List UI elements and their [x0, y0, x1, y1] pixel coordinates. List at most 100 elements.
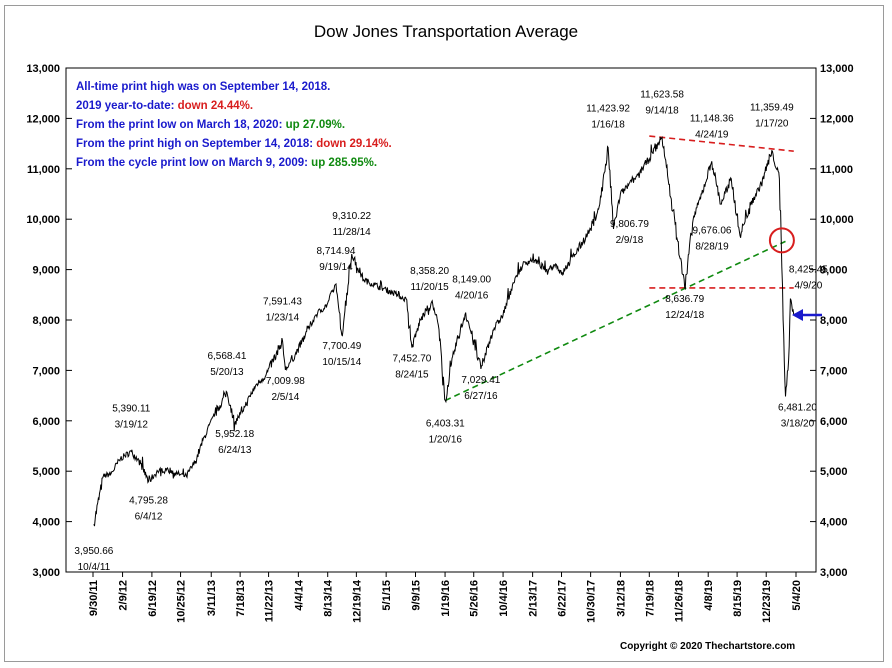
annotation-date: 8/28/19: [695, 242, 729, 253]
x-tick-label: 2/13/17: [528, 580, 540, 617]
x-tick-label: 10/30/17: [586, 580, 598, 623]
note-part: down 29.14%.: [313, 138, 392, 150]
y-tick-label-left: 8,000: [32, 315, 60, 327]
annotation-value: 9,676.06: [693, 226, 732, 237]
x-tick-label: 2/9/12: [118, 580, 130, 611]
note-part: down 24.44%.: [174, 100, 253, 112]
y-tick-label-left: 4,000: [32, 517, 60, 529]
arrow-head: [792, 308, 803, 321]
annotation-date: 4/24/19: [695, 129, 729, 140]
y-tick-label-left: 11,000: [27, 164, 60, 176]
annotation-date: 10/15/14: [322, 357, 361, 368]
note-line: From the cycle print low on March 9, 200…: [76, 157, 377, 169]
note-line: All-time print high was on September 14,…: [76, 81, 330, 93]
annotation-value: 5,952.18: [215, 429, 254, 440]
x-tick-label: 6/22/17: [557, 580, 569, 617]
x-tick-label: 3/12/18: [615, 580, 627, 617]
annotation-value: 6,568.41: [207, 351, 246, 362]
note-part: From the cycle print low on March 9, 200…: [76, 157, 308, 169]
annotation-date: 1/16/18: [591, 119, 625, 130]
annotation-date: 1/20/16: [429, 434, 463, 445]
annotation-value: 11,623.58: [640, 89, 684, 100]
chart-title: Dow Jones Transportation Average: [313, 22, 579, 41]
y-tick-label-right: 5,000: [820, 466, 848, 478]
x-tick-label: 1/19/16: [440, 580, 452, 617]
annotation-value: 4,795.28: [129, 496, 168, 507]
note-line: From the print low on March 18, 2020: up…: [76, 119, 345, 131]
annotation-value: 8,149.00: [452, 274, 491, 285]
y-tick-label-right: 8,000: [820, 315, 848, 327]
x-tick-label: 6/19/12: [147, 580, 159, 617]
annotation-value: 8,714.94: [317, 246, 356, 257]
y-tick-label-right: 10,000: [820, 214, 854, 226]
x-tick-label: 4/4/14: [293, 579, 305, 610]
annotation-value: 3,950.66: [74, 546, 113, 557]
note-line: From the print high on September 14, 201…: [76, 138, 392, 150]
x-tick-label: 7/18/13: [235, 580, 247, 617]
y-tick-label-right: 7,000: [820, 365, 848, 377]
annotation-date: 3/19/12: [115, 420, 149, 431]
annotation-value: 7,700.49: [322, 341, 361, 352]
x-tick-label: 9/30/11: [88, 580, 100, 616]
y-tick-label-left: 7,000: [32, 365, 60, 377]
note-part: From the print high on September 14, 201…: [76, 138, 313, 150]
y-tick-label-left: 12,000: [26, 113, 60, 125]
y-tick-label-right: 11,000: [820, 164, 853, 176]
price-line: [93, 136, 795, 527]
y-axis-left: 3,000 4,000 5,000 6,000 7,000 8,000 9,000 10,00…: [26, 63, 72, 579]
x-tick-label: 5/4/20: [791, 580, 803, 611]
annotation-date: 1/23/14: [266, 313, 300, 324]
annotation-date: 12/24/18: [665, 310, 704, 321]
copyright: Copyright © 2020 Thechartstore.com: [620, 641, 796, 652]
x-tick-label: 7/19/18: [644, 580, 656, 617]
y-axis-right: 3,000 4,000 5,000 6,000 7,000 8,000 9,000 10,00…: [810, 63, 854, 579]
annotation-value: 11,359.49: [750, 103, 794, 114]
trendline: [444, 240, 786, 402]
annotation-value: 7,029.41: [461, 375, 500, 386]
annotation-value: 11,423.92: [586, 103, 630, 114]
annotation-value: 7,591.43: [263, 297, 302, 308]
y-tick-label-right: 3,000: [820, 567, 848, 579]
annotation-value: 7,452.70: [392, 354, 431, 365]
x-tick-label: 9/9/15: [410, 580, 422, 611]
markers: [768, 227, 822, 321]
annotations: 3,950.66 10/4/11 5,390.11 3/19/12 4,795.28 6/…: [74, 89, 828, 573]
annotation-date: 9/19/14: [319, 262, 353, 273]
x-tick-label: 12/19/14: [351, 579, 363, 623]
x-tick-label: 5/1/15: [381, 580, 393, 611]
annotation-date: 2/5/14: [271, 392, 299, 403]
x-tick-label: 3/11/13: [206, 580, 218, 616]
annotation-value: 9,310.22: [332, 211, 371, 222]
note-part: All-time print high was on September 14,…: [76, 81, 330, 93]
notes: All-time print high was on September 14,…: [76, 81, 392, 169]
annotation-value: 5,390.11: [112, 404, 151, 415]
x-tick-label: 10/25/12: [176, 580, 188, 623]
annotation-value: 8,425.45: [789, 265, 828, 276]
annotation-value: 8,358.20: [410, 266, 449, 277]
note-line: 2019 year-to-date: down 24.44%.: [76, 100, 253, 112]
y-tick-label-right: 6,000: [820, 416, 848, 428]
x-tick-label: 4/8/19: [703, 580, 715, 611]
x-tick-label: 10/4/16: [498, 580, 510, 617]
annotation-date: 4/9/20: [794, 281, 822, 292]
annotation-date: 2/9/18: [616, 235, 644, 246]
annotation-date: 11/28/14: [333, 227, 372, 238]
annotation-value: 8,636.79: [665, 294, 704, 305]
annotation-date: 9/14/18: [645, 105, 679, 116]
chart-frame: [4, 5, 884, 662]
highlight-circle: [768, 227, 795, 254]
annotation-date: 1/17/20: [755, 119, 789, 130]
annotation-date: 5/20/13: [210, 367, 244, 378]
x-tick-label: 5/26/16: [469, 580, 481, 617]
y-tick-label-left: 5,000: [32, 466, 60, 478]
annotation-date: 6/24/13: [218, 445, 252, 456]
y-tick-label-right: 13,000: [820, 63, 854, 75]
y-tick-label-left: 6,000: [32, 416, 60, 428]
annotation-value: 6,481.20: [778, 403, 817, 414]
annotation-date: 10/4/11: [78, 562, 111, 573]
y-tick-label-left: 3,000: [32, 567, 60, 579]
x-tick-label: 11/26/18: [673, 580, 685, 622]
annotation-date: 6/27/16: [464, 391, 498, 402]
x-tick-label: 11/22/13: [264, 580, 276, 622]
